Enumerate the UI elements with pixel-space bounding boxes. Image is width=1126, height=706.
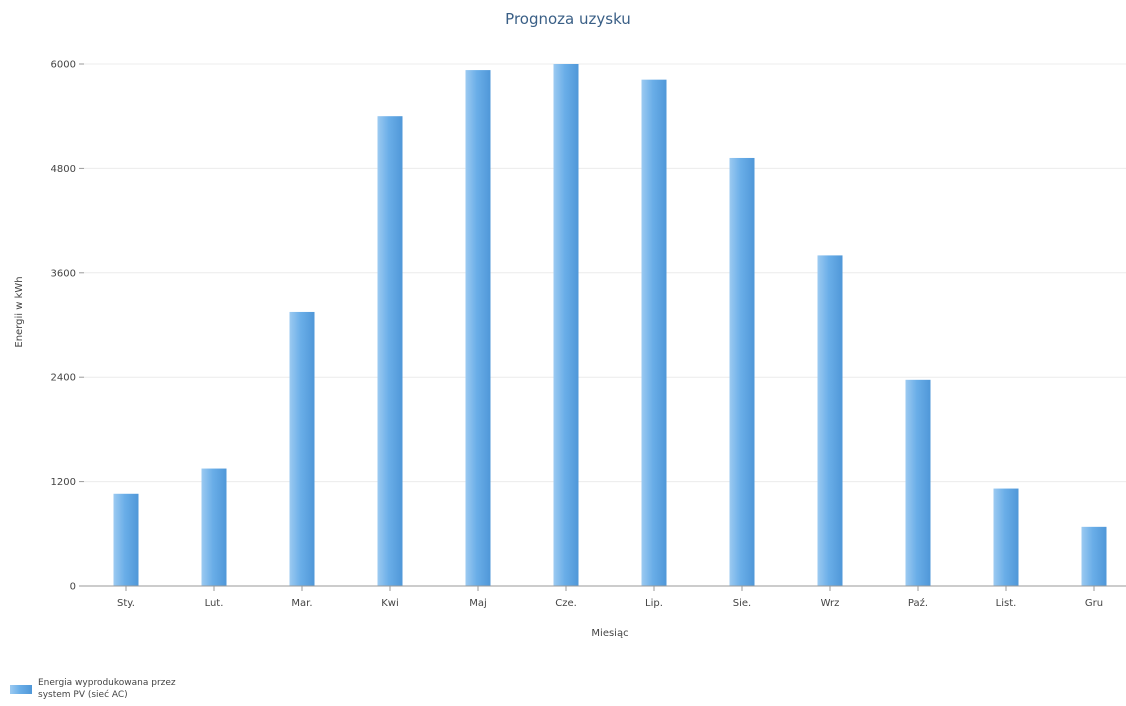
legend-swatch [10,685,32,694]
x-tick-label: Lip. [645,598,663,609]
x-tick-label: Maj [469,598,487,609]
legend: Energia wyprodukowana przez system PV (s… [10,678,176,700]
bar-3 [289,311,315,586]
bar-6 [553,64,579,586]
x-axis-label: Miesiąc [591,628,628,639]
x-tick-label: Paź. [908,597,928,609]
y-tick-label: 0 [70,582,76,593]
x-tick-label: Sty. [117,598,135,609]
y-tick-label: 2400 [51,373,76,384]
x-tick-label: Gru [1085,598,1103,609]
bar-11 [993,488,1019,586]
legend-label-line-2: system PV (sieć AC) [38,689,128,700]
x-tick-label: Lut. [205,598,224,609]
x-tick-label: Cze. [555,598,577,609]
bar-4 [377,116,403,586]
bars [113,64,1107,587]
bar-12 [1081,526,1107,586]
bar-9 [817,255,843,586]
y-axis-label: Energii w kWh [14,276,25,347]
x-tick-label: Mar. [291,598,312,609]
bar-10 [905,379,931,586]
bar-5 [465,70,491,587]
bar-1 [113,493,139,586]
bar-8 [729,157,755,586]
y-tick-label: 1200 [51,477,76,488]
y-tick-label: 4800 [51,164,76,175]
gridlines [84,63,1126,483]
y-tick-label: 3600 [51,268,76,279]
chart-title: Prognoza uzysku [505,10,631,28]
x-tick-label: Kwi [381,598,399,609]
x-tick-label: List. [996,598,1017,609]
x-tick-label: Sie. [733,598,751,609]
bar-2 [201,468,227,586]
x-axis-ticks: Sty. Lut. Mar. Kwi Maj Cze. Lip. Sie. Wrz Paź. Lis… [117,586,1103,609]
legend-label-line-1: Energia wyprodukowana przez [38,678,176,688]
x-tick-label: Wrz [821,598,840,609]
y-tick-label: 6000 [51,60,76,71]
bar-7 [641,79,667,586]
y-axis-ticks: 0 1200 2400 3600 4800 6000 [51,60,84,593]
